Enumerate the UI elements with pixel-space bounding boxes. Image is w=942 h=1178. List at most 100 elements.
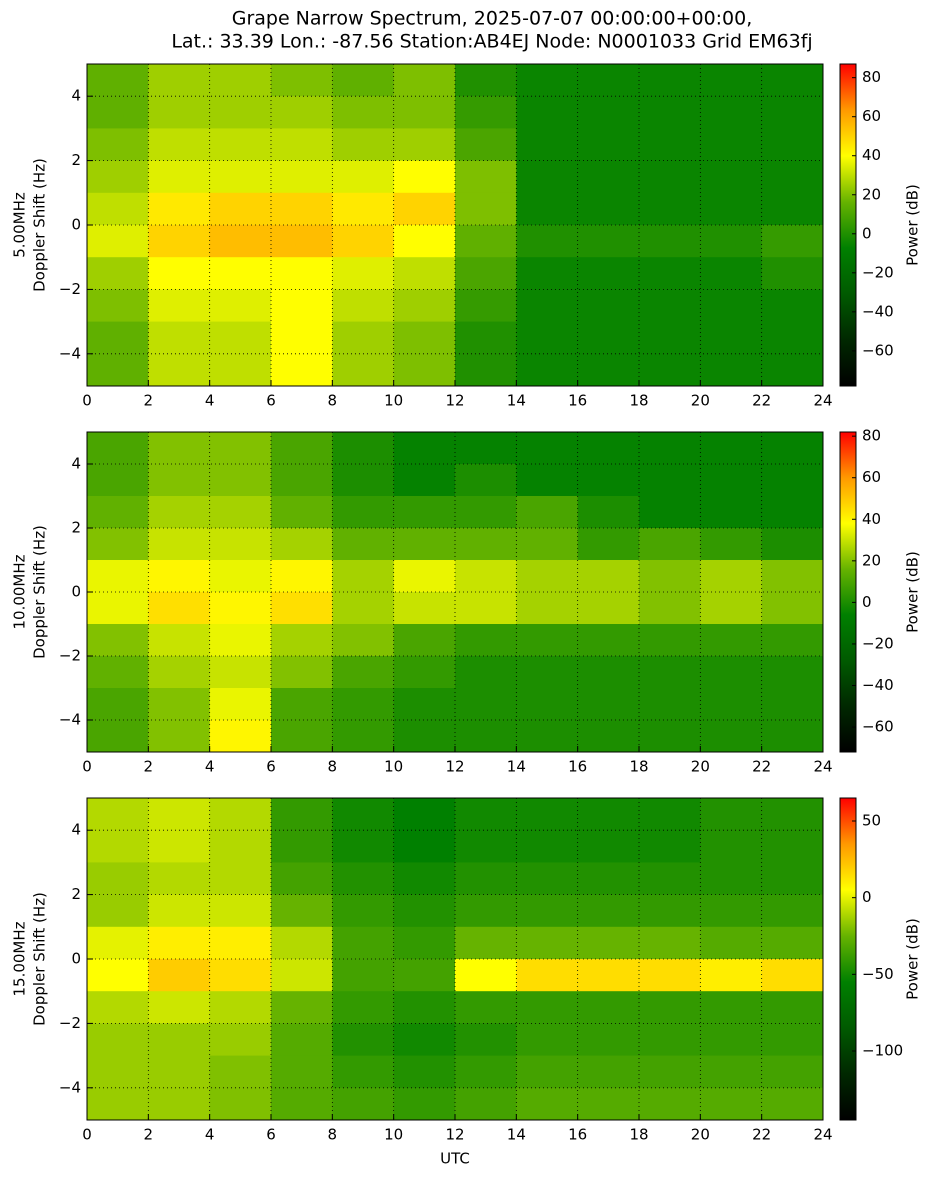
heat-cell [148,528,211,561]
heat-cell [700,656,763,689]
heat-cell [577,257,640,290]
heat-cell [516,830,579,863]
heat-cell [393,830,456,863]
heat-cell [700,894,763,928]
heat-cell [87,688,149,721]
y-tick-label: 0 [71,950,81,968]
heat-cell [577,160,640,194]
heat-cell [87,830,149,863]
x-tick-label: 16 [568,1126,587,1144]
heat-cell [639,1023,701,1057]
heat-cell [271,894,333,928]
colorbar-tick-label: 80 [862,68,881,86]
heat-cell [516,128,579,162]
heat-cell [455,926,517,960]
heat-cell [393,1087,456,1121]
heat-cell [271,688,333,721]
heat-cell [639,528,701,561]
heat-cell [455,592,517,625]
heat-cell [209,1023,272,1057]
heat-cell [639,991,701,1024]
heat-cell [148,688,211,721]
heat-cell [455,496,517,529]
heat-cell [516,257,579,290]
heat-cell [148,1087,211,1121]
x-tick-label: 10 [384,1126,403,1144]
y-tick-label: 4 [71,821,81,839]
heat-cell [577,432,640,465]
colorbar-tick-label: 50 [862,812,881,830]
heat-cell [87,257,149,290]
heat-cell [761,528,824,561]
heat-cell [577,225,640,258]
heat-cell [700,1023,763,1057]
heat-cell [761,656,824,689]
heat-cell [271,192,333,226]
heat-cell [332,432,395,465]
heat-cell [761,64,824,97]
heat-cell [700,192,763,226]
heat-cell [700,592,763,625]
x-tick-label: 20 [691,758,710,776]
heat-cell [148,894,211,928]
heat-cell [455,656,517,689]
heat-cell [332,96,395,129]
heat-cell [639,289,701,323]
heat-cell [87,289,149,323]
heat-cell [639,592,701,625]
heat-cell [332,257,395,290]
heat-cell [639,160,701,194]
x-tick-label: 20 [691,392,710,410]
y-tick-label: 2 [71,519,81,537]
heat-cell [516,926,579,960]
heat-cell [455,353,517,387]
heat-cell [209,432,272,465]
heat-cell [87,321,149,355]
heat-cell [393,289,456,323]
heat-cell [393,862,456,896]
heat-cell [577,894,640,928]
heat-cell [271,720,333,753]
heat-cell [332,528,395,561]
heat-cell [577,624,640,657]
heat-cell [393,257,456,290]
heat-cell [87,464,149,497]
heat-cell [639,192,701,226]
heat-cell [271,96,333,129]
heat-cell [516,464,579,497]
x-tick-label: 4 [205,1126,215,1144]
heat-cell [761,830,824,863]
heat-cell [455,798,517,831]
heat-cell [516,289,579,323]
heat-cell [332,624,395,657]
heat-cell [332,959,395,992]
x-tick-label: 4 [205,392,215,410]
colorbar-tick-label: 60 [862,468,881,486]
heat-cell [332,353,395,387]
colorbar-label: Power (dB) [904,918,922,1000]
heat-cell [577,656,640,689]
x-tick-label: 2 [144,1126,154,1144]
colorbar-tick-label: −100 [862,1042,903,1060]
heat-cell [700,688,763,721]
heat-cell [639,959,701,992]
x-tick-label: 10 [384,758,403,776]
x-tick-label: 6 [266,758,276,776]
heat-cell [761,464,824,497]
x-tick-label: 8 [328,392,338,410]
heat-cell [761,289,824,323]
heat-cell [455,321,517,355]
x-tick-label: 18 [629,1126,648,1144]
x-tick-label: 10 [384,392,403,410]
heat-cell [455,289,517,323]
colorbar-tick-label: −40 [862,302,894,320]
heat-cell [332,830,395,863]
heat-cell [332,160,395,194]
heat-cell [516,720,579,753]
heat-cell [761,432,824,465]
heat-cell [639,926,701,960]
heat-cell [271,592,333,625]
heat-cell [700,528,763,561]
heat-cell [455,1055,517,1089]
heat-cell [332,225,395,258]
